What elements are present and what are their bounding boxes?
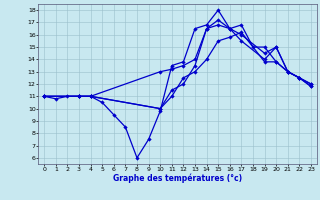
X-axis label: Graphe des températures (°c): Graphe des températures (°c) — [113, 173, 242, 183]
